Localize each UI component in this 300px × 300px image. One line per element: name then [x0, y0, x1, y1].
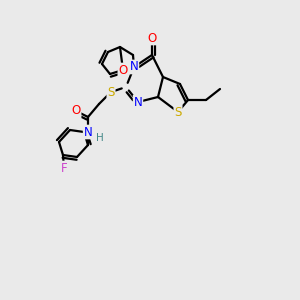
Text: N: N [84, 125, 92, 139]
Text: O: O [147, 32, 157, 44]
Text: N: N [134, 95, 142, 109]
Text: F: F [61, 161, 67, 175]
Text: O: O [71, 104, 81, 118]
Text: N: N [130, 61, 138, 74]
Text: S: S [107, 85, 115, 98]
Text: H: H [96, 133, 104, 143]
Text: O: O [118, 64, 127, 76]
Text: S: S [174, 106, 182, 118]
